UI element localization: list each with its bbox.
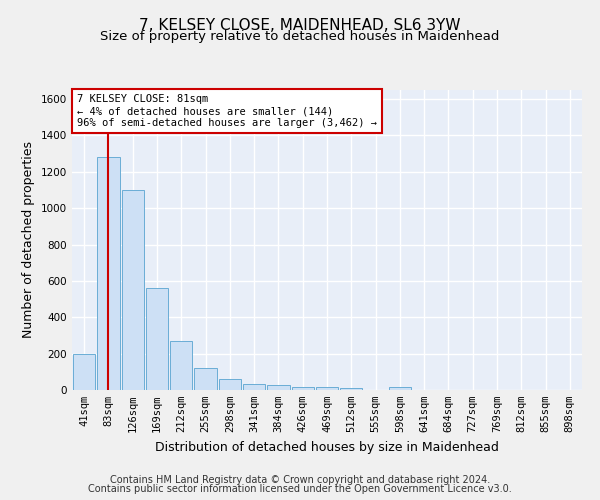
Bar	[146, 288, 168, 390]
Bar	[316, 388, 338, 390]
X-axis label: Distribution of detached houses by size in Maidenhead: Distribution of detached houses by size …	[155, 440, 499, 454]
Bar	[73, 354, 95, 390]
Bar	[218, 379, 241, 390]
Text: Contains public sector information licensed under the Open Government Licence v3: Contains public sector information licen…	[88, 484, 512, 494]
Bar	[194, 368, 217, 390]
Text: Size of property relative to detached houses in Maidenhead: Size of property relative to detached ho…	[100, 30, 500, 43]
Text: Contains HM Land Registry data © Crown copyright and database right 2024.: Contains HM Land Registry data © Crown c…	[110, 475, 490, 485]
Text: 7 KELSEY CLOSE: 81sqm
← 4% of detached houses are smaller (144)
96% of semi-deta: 7 KELSEY CLOSE: 81sqm ← 4% of detached h…	[77, 94, 377, 128]
Text: 7, KELSEY CLOSE, MAIDENHEAD, SL6 3YW: 7, KELSEY CLOSE, MAIDENHEAD, SL6 3YW	[139, 18, 461, 32]
Bar	[292, 386, 314, 390]
Bar	[170, 341, 193, 390]
Bar	[122, 190, 144, 390]
Bar	[340, 388, 362, 390]
Bar	[389, 386, 411, 390]
Y-axis label: Number of detached properties: Number of detached properties	[22, 142, 35, 338]
Bar	[97, 158, 119, 390]
Bar	[267, 386, 290, 390]
Bar	[243, 384, 265, 390]
